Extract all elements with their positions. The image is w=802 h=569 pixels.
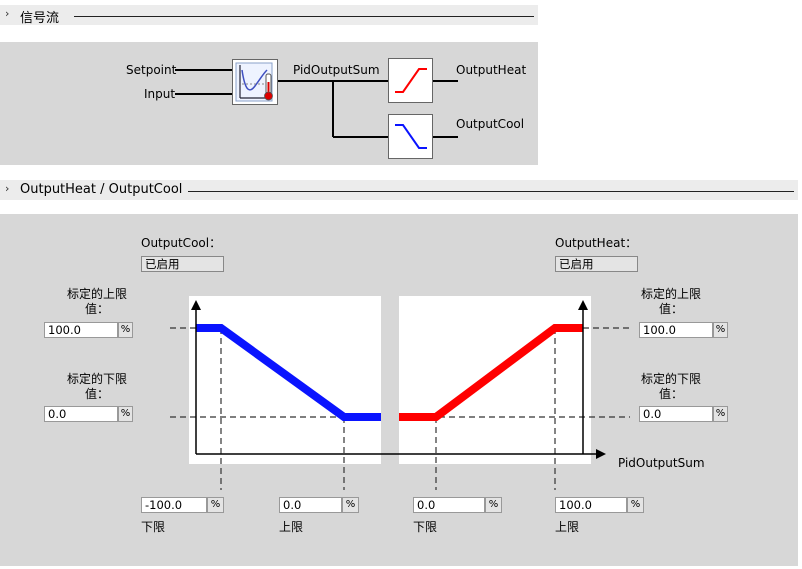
unit-label: % (713, 322, 728, 338)
cool-ramp-icon (388, 114, 433, 159)
unit-label: % (627, 497, 644, 513)
unit-label: % (713, 406, 728, 422)
output-heat-header: OutputHeat： (555, 236, 638, 250)
input-label: Input (144, 87, 176, 101)
heat-ramp-icon (388, 58, 433, 103)
signal-flow-panel: Setpoint Input PidOutputSum OutputHeat O… (0, 42, 538, 165)
header-divider (74, 16, 534, 17)
cool-output-line (196, 324, 381, 421)
signal-flow-title: 信号流 (20, 11, 60, 26)
heat-high-limit-input[interactable]: 100.0 (555, 497, 627, 513)
output-heat-status: 已启用 (555, 256, 638, 272)
output-config-panel: OutputCool： 已启用 OutputHeat： 已启用 标定的上限值： … (0, 214, 798, 566)
cool-low-limit-input[interactable]: -100.0 (141, 497, 207, 513)
chevron-right-icon[interactable]: › (5, 7, 10, 20)
output-heat-label: OutputHeat (456, 63, 527, 77)
right-upper-limit-label: 标定的上限值： (640, 287, 701, 316)
left-lower-limit-input[interactable]: 0.0 (44, 406, 118, 422)
output-section-header[interactable]: › OutputHeat / OutputCool (0, 180, 798, 200)
unit-label: % (342, 497, 359, 513)
output-cool-label: OutputCool (456, 117, 525, 131)
left-upper-limit-input[interactable]: 100.0 (44, 322, 118, 338)
heat-high-limit-label: 上限 (555, 520, 580, 534)
cool-high-limit-label: 上限 (279, 520, 304, 534)
setpoint-label: Setpoint (126, 63, 177, 77)
output-cool-header: OutputCool： (141, 236, 222, 250)
unit-label: % (118, 322, 133, 338)
signal-flow-header[interactable]: › 信号流 (0, 5, 538, 26)
left-upper-limit-label: 标定的上限值： (66, 287, 127, 316)
right-upper-limit-input[interactable]: 100.0 (639, 322, 713, 338)
unit-label: % (485, 497, 502, 513)
heat-low-limit-input[interactable]: 0.0 (413, 497, 485, 513)
output-cool-status: 已启用 (141, 256, 224, 272)
unit-label: % (118, 406, 133, 422)
heat-output-line (399, 324, 583, 421)
right-lower-limit-input[interactable]: 0.0 (639, 406, 713, 422)
heat-low-limit-label: 下限 (413, 520, 438, 534)
signal-flow-diagram (175, 69, 458, 138)
cool-low-limit-label: 下限 (141, 520, 166, 534)
chevron-right-icon[interactable]: › (5, 182, 10, 195)
x-axis-label: PidOutputSum (618, 456, 705, 470)
unit-label: % (207, 497, 224, 513)
header-divider (188, 191, 794, 192)
output-section-title: OutputHeat / OutputCool (20, 182, 183, 197)
pid-controller-icon (232, 59, 278, 105)
left-lower-limit-label: 标定的下限值： (66, 372, 127, 401)
pid-output-sum-label: PidOutputSum (293, 63, 380, 77)
right-lower-limit-label: 标定的下限值： (640, 372, 701, 401)
output-scaling-chart (170, 300, 630, 490)
cool-high-limit-input[interactable]: 0.0 (279, 497, 342, 513)
